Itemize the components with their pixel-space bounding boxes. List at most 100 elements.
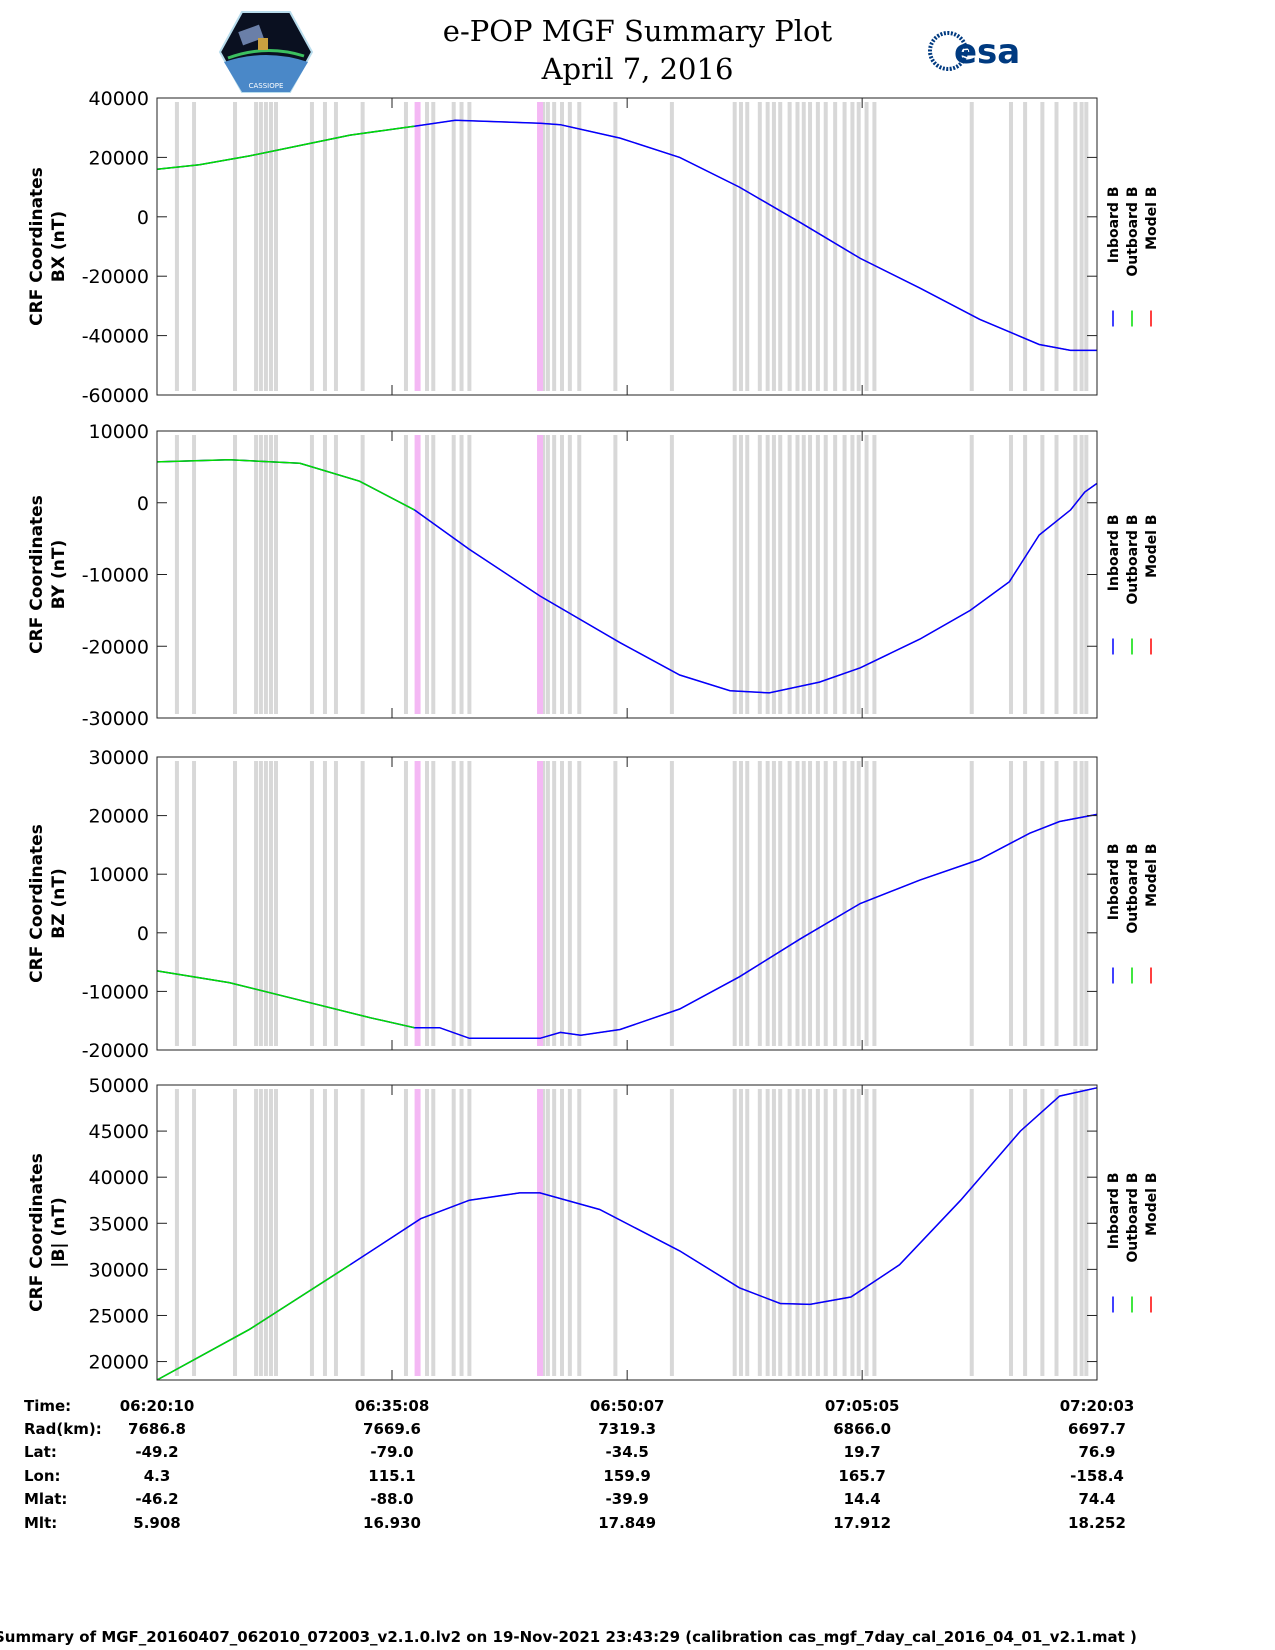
plot-frame [156, 97, 1098, 396]
data-gap-bar [1008, 1089, 1013, 1376]
data-gap-bar [552, 1089, 557, 1376]
data-gap-bar [541, 102, 546, 391]
data-gap-bar [969, 435, 974, 714]
data-gap-bar [309, 761, 314, 1046]
data-gap-bar [268, 435, 273, 714]
data-gap-bar [560, 435, 565, 714]
data-gap-bar [872, 1089, 877, 1376]
footer-caption: Summary of MGF_20160407_062010_072003_v2… [0, 1628, 1137, 1646]
table-cell: -79.0 [370, 1443, 414, 1461]
data-gap-bar [1084, 761, 1089, 1046]
data-gap-bar [801, 435, 806, 714]
data-gap-bar [254, 435, 259, 714]
data-gap-bar [451, 435, 456, 714]
data-gap-bar [545, 435, 550, 714]
table-cell: 76.9 [1078, 1443, 1116, 1461]
data-gap-bar [969, 761, 974, 1046]
data-gap-bar [856, 761, 861, 1046]
data-gap-bar [1054, 761, 1059, 1046]
data-gap-bar [823, 1089, 828, 1376]
y-tick-label: 50000 [89, 1075, 149, 1097]
data-gap-bar [268, 1089, 273, 1376]
table-row-label: Mlat: [24, 1490, 68, 1508]
pink-gap-bar [414, 761, 421, 1046]
data-gap-bar [669, 435, 674, 714]
data-gap-bar [567, 761, 572, 1046]
data-gap-bar [1079, 102, 1084, 391]
data-gap-bar [174, 102, 179, 391]
data-gap-bar [333, 435, 338, 714]
data-gap-bar [174, 435, 179, 714]
panel-3: -20000 -10000 0 10000 20000 30000 CRF Coordina… [27, 747, 1160, 1062]
data-gap-bar [273, 761, 278, 1046]
data-gap-bar [823, 102, 828, 391]
legend-label: Model B [1144, 844, 1160, 907]
svg-text:CASSIOPE: CASSIOPE [249, 82, 284, 90]
data-gap-bar [403, 102, 408, 391]
data-gap-bar [425, 435, 430, 714]
data-gap-bar [1008, 761, 1013, 1046]
y-axis-label: CRF Coordinates [27, 495, 47, 654]
data-gap-bar [541, 761, 546, 1046]
data-gap-bar [815, 102, 820, 391]
data-gap-bar [613, 435, 618, 714]
y-tick-label: 0 [137, 207, 149, 229]
y-tick-label: 20000 [89, 806, 149, 828]
table-cell: 6866.0 [833, 1420, 892, 1438]
data-gap-bar [801, 1089, 806, 1376]
data-gap-bar [732, 761, 737, 1046]
data-gap-bar [333, 1089, 338, 1376]
y-tick-label: 20000 [89, 1352, 149, 1374]
plot-frame [156, 1084, 1098, 1381]
data-gap-bar [842, 761, 847, 1046]
data-gap-bar [872, 435, 877, 714]
legend-label: Outboard B [1125, 1173, 1141, 1263]
legend-label: Inboard B [1106, 1173, 1122, 1250]
data-gap-bar [403, 761, 408, 1046]
data-gap-bar [567, 435, 572, 714]
pink-gap-bar [537, 761, 544, 1046]
data-gap-bar [273, 102, 278, 391]
pink-gap-bar [537, 102, 544, 391]
data-gap-bar [431, 761, 436, 1046]
data-gap-bar [757, 1089, 762, 1376]
model-b-line [156, 119, 1097, 351]
data-gap-bar [192, 435, 197, 714]
table-row-label: Time: [24, 1397, 72, 1415]
data-gap-bar [459, 761, 464, 1046]
data-gap-bar [787, 1089, 792, 1376]
data-gap-bar [1079, 761, 1084, 1046]
table-cell: -39.9 [605, 1490, 649, 1508]
panel-4: 20000 25000 30000 35000 40000 45000 50000 CRF C… [27, 1075, 1160, 1381]
data-gap-bar [801, 102, 806, 391]
outboard-b-line [156, 458, 415, 511]
table-row-label: Lat: [24, 1443, 57, 1461]
data-gap-bar [823, 435, 828, 714]
data-gap-bar [459, 1089, 464, 1376]
data-gap-bar [815, 1089, 820, 1376]
data-gap-bar [856, 1089, 861, 1376]
data-gap-bar [1023, 761, 1028, 1046]
data-gap-bar [192, 1089, 197, 1376]
inboard-b-line [156, 1087, 1098, 1381]
y-tick-label: 35000 [89, 1213, 149, 1235]
table-cell: 4.3 [143, 1467, 171, 1485]
y-tick-label: 20000 [89, 147, 149, 169]
data-gap-bar [1079, 435, 1084, 714]
data-gap-bar [778, 102, 783, 391]
y-tick-label: -60000 [82, 385, 149, 407]
data-gap-bar [757, 102, 762, 391]
data-gap-bar [233, 102, 238, 391]
y-axis-unit-label: BY (nT) [49, 540, 69, 610]
data-gap-bar [360, 761, 365, 1046]
pink-gap-bar [537, 435, 544, 714]
data-gap-bar [669, 102, 674, 391]
inboard-b-line [156, 813, 1098, 1040]
data-gap-bar [459, 102, 464, 391]
data-gap-bar [864, 761, 869, 1046]
data-gap-bar [1054, 1089, 1059, 1376]
data-gap-bar [850, 761, 855, 1046]
plot-title: e-POP MGF Summary Plot [442, 14, 833, 48]
legend-label: Outboard B [1125, 844, 1141, 934]
data-gap-bar [864, 435, 869, 714]
